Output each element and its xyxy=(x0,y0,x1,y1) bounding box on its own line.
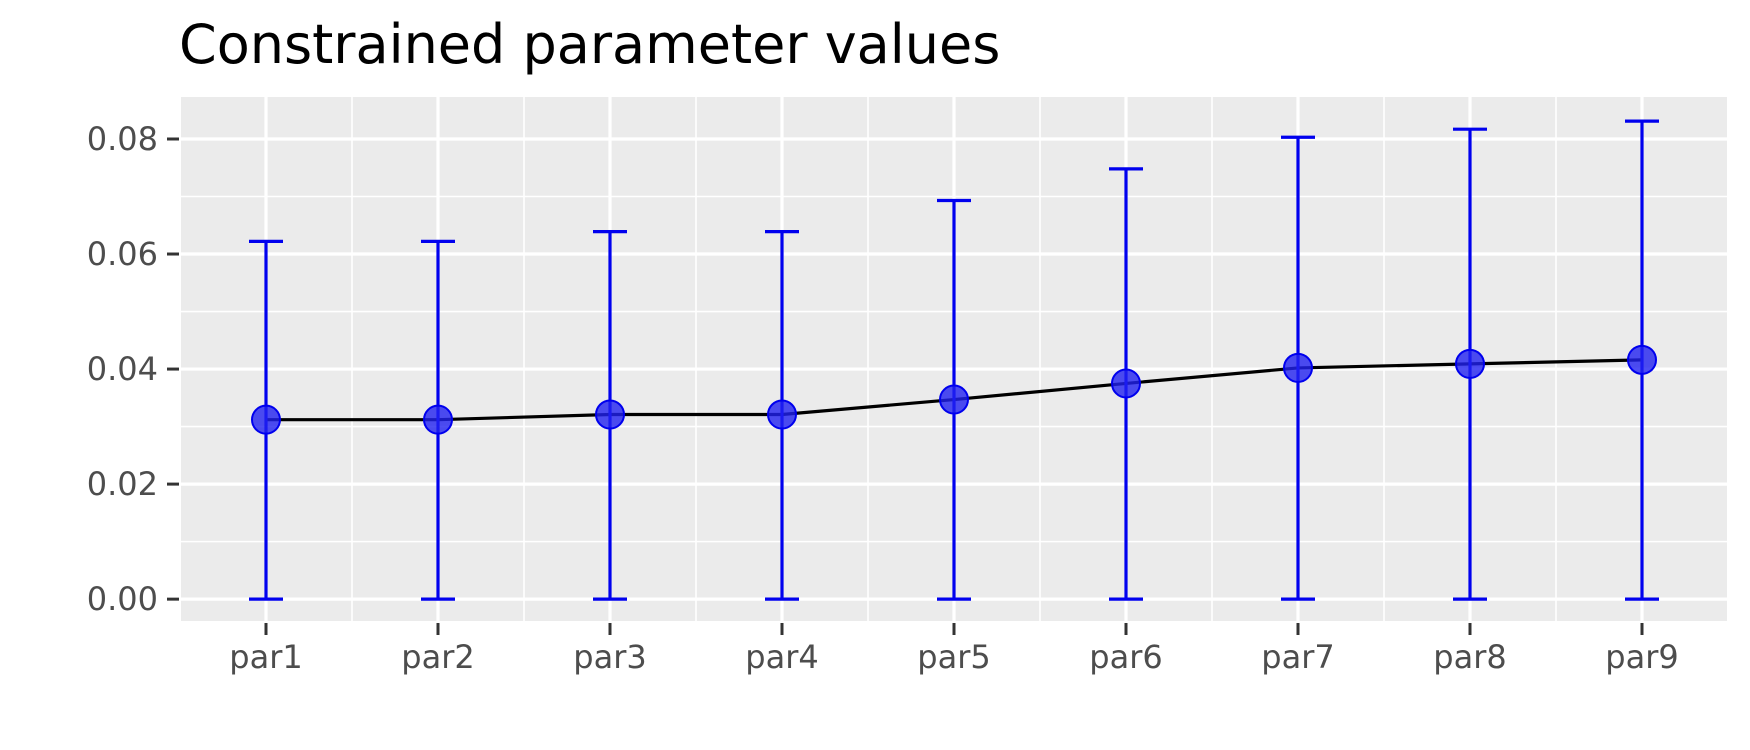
y-tick-label: 0.04 xyxy=(87,350,158,388)
x-tick-label: par8 xyxy=(1433,638,1506,676)
x-tick-label: par2 xyxy=(401,638,474,676)
y-tick-label: 0.02 xyxy=(87,465,158,503)
x-axis: par1 par2 par3 par4 par5 par6 par7 par8 par9 xyxy=(229,623,1679,676)
x-tick-label: par9 xyxy=(1605,638,1678,676)
data-point xyxy=(767,399,797,430)
y-axis: 0.00 0.02 0.04 0.06 0.08 xyxy=(87,120,179,618)
x-tick-label: par1 xyxy=(229,638,302,676)
data-point xyxy=(423,404,453,435)
x-tick-label: par6 xyxy=(1089,638,1162,676)
data-point xyxy=(939,384,969,415)
x-tick-label: par5 xyxy=(917,638,990,676)
data-point xyxy=(1455,348,1485,379)
y-tick-label: 0.00 xyxy=(87,580,158,618)
x-tick-label: par3 xyxy=(573,638,646,676)
data-point xyxy=(251,404,281,435)
data-point xyxy=(1111,368,1141,399)
data-point xyxy=(595,399,625,430)
data-point xyxy=(1627,344,1657,375)
y-tick-label: 0.08 xyxy=(87,120,158,158)
y-tick-label: 0.06 xyxy=(87,235,158,273)
x-tick-label: par4 xyxy=(745,638,818,676)
data-point xyxy=(1283,352,1313,383)
chart-title: Constrained parameter values xyxy=(179,13,1000,76)
data-points xyxy=(251,344,1657,435)
x-tick-label: par7 xyxy=(1261,638,1334,676)
